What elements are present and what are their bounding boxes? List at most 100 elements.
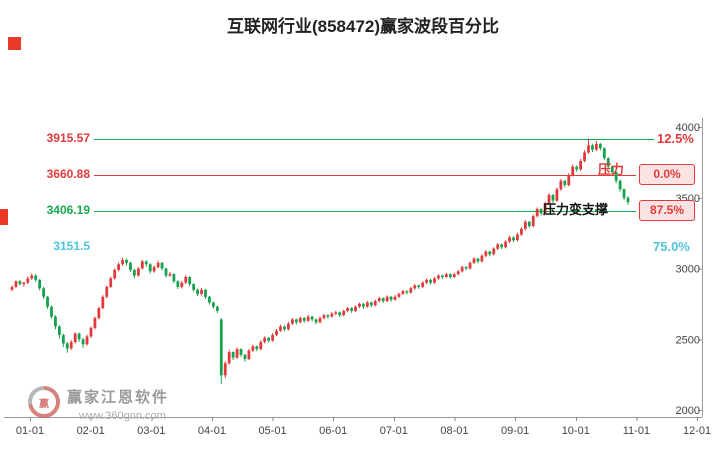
candle-body (81, 339, 85, 345)
candle-body (464, 267, 468, 269)
candle-body (267, 337, 271, 341)
watermark-brand: 赢家江恩软件 (67, 389, 170, 406)
candle-body (512, 237, 515, 241)
candle-body (113, 269, 117, 279)
candle-body (492, 248, 496, 255)
x-axis-label: 05-01 (258, 425, 286, 437)
candle-body (38, 279, 42, 289)
candle-body (456, 271, 460, 275)
candle-body (263, 337, 267, 343)
candle-body (77, 333, 81, 340)
candle-body (211, 302, 215, 307)
candle-body (129, 262, 132, 270)
candle-body (535, 209, 539, 217)
candle-body (460, 267, 464, 272)
candle-body (342, 310, 346, 316)
x-axis-label: 12-01 (683, 425, 711, 437)
candle-body (373, 301, 377, 306)
candle-body (425, 279, 429, 283)
candle-body (559, 180, 563, 190)
candle-body (587, 145, 590, 153)
candle-body (626, 197, 630, 202)
candle-body (302, 318, 306, 321)
x-axis-label: 07-01 (380, 425, 408, 437)
candle-body (140, 261, 144, 269)
candle-body (441, 275, 444, 277)
candle-body (223, 363, 227, 376)
candle-body (184, 276, 188, 283)
brand-logo: 赢 (28, 386, 60, 418)
candle-body (488, 251, 492, 255)
candle-body (160, 262, 164, 269)
candle-body (93, 318, 97, 328)
annotation-pressure: 压力 (598, 162, 625, 177)
candle-body (306, 316, 310, 321)
candle-body (591, 145, 594, 150)
price-level-label-3151: 3151.5 (53, 239, 90, 253)
candle-body (314, 319, 318, 323)
candle-body (164, 268, 168, 276)
candle-body (275, 330, 278, 336)
candle-body (34, 275, 38, 280)
candle-body (444, 274, 448, 277)
candle-body (215, 306, 219, 311)
candle-body (196, 289, 199, 294)
candle-body (105, 286, 109, 297)
candle-body (54, 316, 57, 327)
watermark-url: www.360gnn.com (79, 410, 166, 422)
candle-body (531, 216, 535, 227)
candle-body (172, 274, 176, 282)
candle-body (192, 284, 196, 290)
candle-body (42, 288, 45, 297)
candle-body (397, 293, 401, 297)
candle-body (575, 166, 579, 170)
candle-body (381, 298, 385, 302)
candle-body (310, 316, 314, 320)
x-axis-label: 01-01 (16, 425, 44, 437)
candle-body (259, 342, 263, 350)
candle-body (421, 282, 425, 287)
candle-body (551, 194, 555, 201)
candle-body (527, 221, 531, 227)
candle-body (298, 318, 302, 323)
candle-body (610, 166, 614, 173)
candle-body (595, 143, 598, 150)
candle-body (409, 288, 413, 293)
candle-body (239, 349, 243, 355)
candle-body (468, 262, 472, 269)
candle-body (622, 189, 626, 198)
candle-body (579, 160, 583, 170)
candle-body (290, 319, 294, 324)
candle-body (405, 291, 409, 293)
candle-body (294, 319, 298, 323)
candle-body (152, 267, 156, 272)
candle-body (287, 323, 290, 330)
candle-body (168, 274, 172, 276)
candle-body (156, 262, 160, 268)
candle-body (496, 244, 500, 249)
candle-body (180, 282, 184, 287)
candle-body (144, 261, 148, 265)
candle-body (279, 326, 282, 331)
candle-body (563, 180, 567, 186)
candle-body (188, 276, 192, 285)
candle-body (523, 221, 527, 229)
candle-body (338, 312, 342, 316)
candle-body (555, 189, 559, 201)
candle-body (358, 303, 361, 307)
y-axis-label: 2000 (676, 405, 700, 417)
candle-body (369, 302, 373, 306)
candle-body (433, 278, 436, 283)
candle-body (247, 350, 251, 360)
candle-body (401, 291, 405, 294)
x-axis-label: 08-01 (440, 425, 468, 437)
x-axis-label: 09-01 (501, 425, 529, 437)
candle-body (318, 318, 322, 323)
candle-body (125, 260, 128, 263)
price-level-label-3660: 3660.88 (46, 167, 90, 181)
candle-body (30, 275, 34, 279)
candle-body (448, 274, 452, 277)
candle-body (413, 285, 417, 289)
candle-body (50, 306, 53, 317)
